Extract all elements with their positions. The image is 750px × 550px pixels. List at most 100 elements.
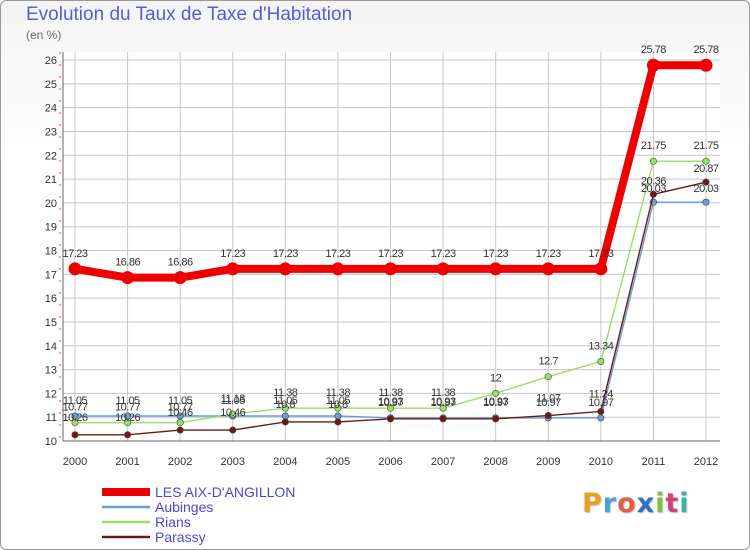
data-point [334, 412, 342, 420]
y-tick-label: 26 [45, 55, 57, 67]
data-point [702, 157, 710, 165]
x-tick-label: 2007 [431, 456, 455, 468]
data-label: 10.77 [115, 402, 140, 414]
series-layer [68, 58, 713, 439]
data-point [176, 419, 184, 427]
data-label: 10.97 [536, 397, 561, 409]
data-label: 25.78 [641, 44, 666, 56]
x-tick-label: 2010 [589, 456, 613, 468]
y-tick-label: 13 [45, 365, 57, 377]
data-label: 10.26 [115, 412, 140, 424]
data-label: 25.78 [693, 44, 718, 56]
y-tick-label: 15 [45, 317, 57, 329]
data-label: 17.23 [62, 248, 87, 260]
data-labels: 17.23 16.86 16.86 17.23 17.23 17.23 17.23 17.23… [62, 44, 719, 424]
data-label: 13.34 [588, 340, 613, 352]
proxiti-logo: Proxiti [582, 488, 690, 519]
data-point [541, 262, 555, 276]
data-point [334, 404, 342, 412]
data-label: 10.97 [431, 397, 456, 409]
y-tick-label: 14 [45, 341, 57, 353]
data-label: 20.87 [693, 163, 718, 175]
axes: 10 11 12 13 14 15 16 17 18 19 20 21 22 23 24 25 26 2000 20… [45, 52, 720, 468]
y-tick-label: 21 [45, 174, 57, 186]
data-label: 20.36 [641, 175, 666, 187]
data-label: 10.8 [328, 399, 348, 411]
data-label: 11.13 [221, 393, 246, 405]
data-point [544, 412, 552, 420]
x-tick-label: 2001 [115, 456, 139, 468]
legend-label-0: LES AIX-D'ANGILLON [155, 484, 295, 500]
logo-letter: P [582, 488, 603, 519]
data-label: 11.38 [431, 387, 456, 399]
data-point [492, 415, 500, 423]
legend-label-2: Rians [155, 514, 191, 530]
data-point [597, 414, 605, 422]
data-point [278, 262, 292, 276]
y-tick-label: 12 [45, 388, 57, 400]
data-point [281, 404, 289, 412]
x-tick-label: 2002 [168, 456, 192, 468]
data-point [173, 271, 187, 285]
data-label: 16.86 [168, 257, 193, 269]
data-label: 21.75 [641, 140, 666, 152]
data-label: 12 [490, 372, 502, 384]
data-label: 16.86 [115, 257, 140, 269]
data-label: 11.38 [273, 387, 298, 399]
x-tick-label: 2011 [642, 456, 666, 468]
data-point [386, 415, 394, 423]
x-tick-label: 2005 [326, 456, 350, 468]
x-tick-label: 2008 [483, 456, 507, 468]
data-point [436, 262, 450, 276]
data-label: 17.23 [273, 248, 298, 260]
logo-letter: i [655, 488, 666, 519]
data-point [229, 410, 237, 418]
y-tick-label: 11 [46, 412, 57, 424]
data-point [489, 262, 503, 276]
data-label: 17.23 [378, 248, 403, 260]
logo-letter: x [636, 488, 656, 519]
data-label: 11.24 [589, 388, 614, 400]
data-label: 11.05 [115, 395, 140, 407]
data-label: 11.07 [536, 393, 561, 405]
data-label: 10.77 [62, 402, 87, 414]
x-tick-label: 2003 [221, 456, 245, 468]
y-tick-label: 23 [45, 126, 57, 138]
data-label: 10.93 [378, 396, 403, 408]
legend-label-1: Aubinges [155, 499, 213, 515]
data-label: 11.38 [378, 387, 403, 399]
data-point [594, 262, 608, 276]
data-point [124, 431, 132, 439]
data-label: 17.23 [588, 248, 613, 260]
data-point [597, 407, 605, 415]
data-label: 10.97 [483, 397, 508, 409]
x-tick-label: 2006 [378, 456, 402, 468]
data-point [702, 178, 710, 186]
data-label: 17.23 [220, 248, 245, 260]
data-point [229, 426, 237, 434]
data-label: 11.05 [168, 395, 193, 407]
data-label: 17.23 [325, 248, 350, 260]
logo-letter: i [679, 488, 690, 519]
data-point [597, 357, 605, 365]
data-point [649, 190, 657, 198]
data-point [226, 262, 240, 276]
y-tick-label: 22 [45, 150, 57, 162]
data-point [439, 415, 447, 423]
data-point [71, 419, 79, 427]
data-point [71, 431, 79, 439]
data-label: 10.46 [168, 407, 193, 419]
data-point [334, 418, 342, 426]
y-tick-label: 19 [45, 222, 57, 234]
data-label: 10.93 [483, 396, 508, 408]
data-label: 10.8 [276, 399, 296, 411]
data-point [699, 58, 713, 72]
data-point [384, 262, 397, 276]
y-tick-label: 17 [45, 269, 57, 281]
y-axis-unit: (en %) [26, 28, 62, 42]
data-label: 17.23 [431, 248, 456, 260]
data-point [281, 418, 289, 426]
data-point [544, 373, 552, 381]
y-tick-label: 16 [45, 293, 57, 305]
data-point [702, 198, 710, 206]
